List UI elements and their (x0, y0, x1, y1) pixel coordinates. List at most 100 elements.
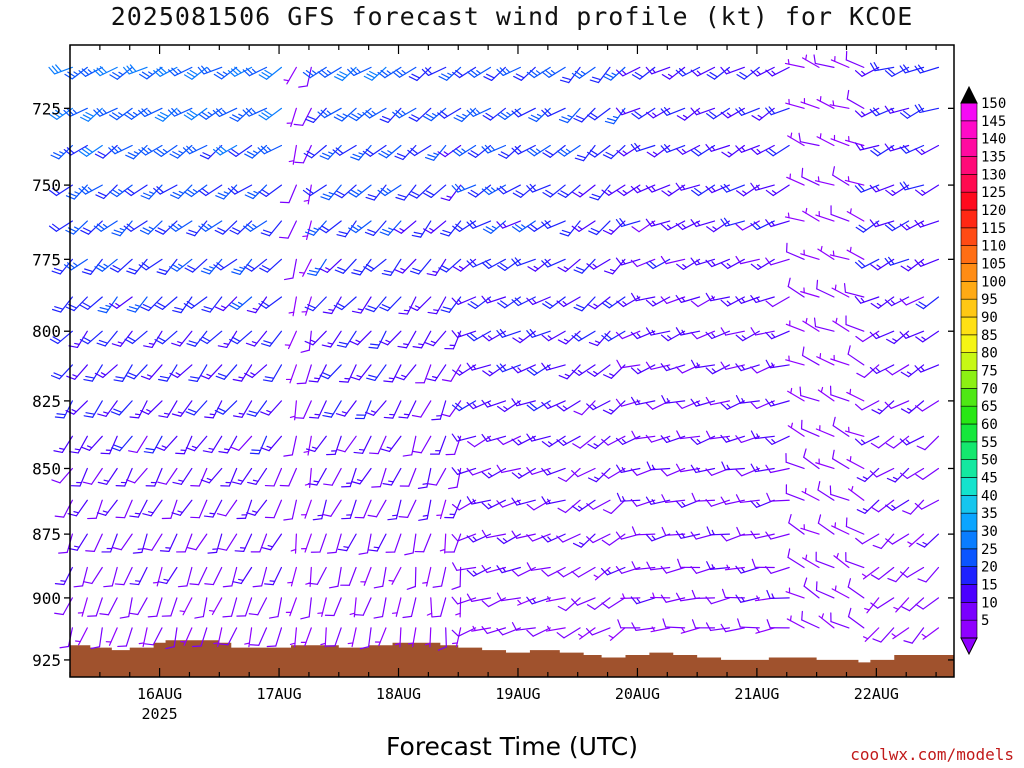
barb-flag (212, 109, 221, 118)
wind-barb (332, 144, 357, 156)
barb-flag (602, 154, 612, 160)
wind-barb (354, 499, 372, 519)
barb-half-flag (790, 387, 793, 394)
barb-flag (58, 551, 68, 554)
wind-barb (801, 346, 820, 366)
wind-barb (113, 364, 133, 382)
wind-barb (349, 597, 357, 618)
barb-flag (214, 229, 224, 235)
barb-shaft (801, 490, 820, 501)
barb-half-flag (757, 114, 763, 119)
wind-barb (660, 435, 686, 444)
wind-barb (229, 296, 253, 311)
barb-flag (184, 267, 194, 273)
wind-barb (855, 220, 880, 233)
barb-half-flag (696, 221, 701, 227)
barb-half-flag (74, 448, 81, 451)
wind-barb (650, 592, 671, 599)
wind-barb (317, 597, 327, 617)
barb-flag (690, 359, 697, 369)
wind-barb (350, 144, 372, 161)
barb-flag (408, 116, 418, 122)
barb-flag (51, 270, 61, 275)
wind-barb (119, 597, 133, 619)
barb-flag (190, 376, 200, 379)
wind-barb (318, 220, 342, 234)
wind-barb (765, 106, 790, 116)
wind-barb (303, 184, 312, 205)
barb-flag (467, 441, 476, 448)
barb-shaft (425, 566, 432, 587)
wind-barb (264, 499, 283, 519)
wind-barb (766, 492, 790, 502)
wind-barb (455, 597, 462, 618)
barb-flag (171, 413, 182, 417)
barb-shaft (166, 566, 178, 585)
barb-half-flag (517, 472, 523, 477)
barb-half-flag (177, 341, 183, 344)
wind-barb (765, 184, 790, 197)
barb-half-flag (394, 642, 401, 646)
barb-flag (232, 114, 241, 120)
wind-barb (214, 296, 238, 312)
barb-shaft (471, 597, 492, 603)
barb-flag (466, 496, 473, 505)
barb-half-flag (310, 339, 317, 343)
wind-barb (349, 330, 372, 346)
wind-barb (326, 435, 342, 456)
wind-barb (915, 296, 940, 310)
barb-shaft (289, 364, 297, 384)
barb-flag (218, 451, 229, 454)
barb-flag (246, 512, 256, 516)
colorbar-label: 120 (981, 203, 1006, 219)
barb-shaft (205, 107, 223, 120)
barb-half-flag (547, 364, 551, 370)
wind-barb (496, 328, 521, 338)
barb-flag (660, 108, 668, 116)
barb-flag (300, 349, 310, 353)
barb-shaft (486, 566, 507, 574)
barb-flag (214, 306, 224, 312)
barb-half-flag (472, 625, 476, 632)
barb-shaft (547, 566, 566, 577)
barb-shaft (740, 435, 760, 443)
wind-barb (125, 144, 148, 160)
barb-shaft (440, 566, 447, 587)
barb-flag (750, 327, 757, 336)
barb-flag (112, 72, 121, 78)
barb-flag (545, 301, 554, 307)
wind-barb (90, 627, 103, 650)
barb-flag (915, 336, 924, 343)
barb-shaft (327, 364, 342, 380)
barb-flag (690, 398, 697, 407)
barb-shaft (622, 66, 641, 77)
barb-shaft (814, 62, 835, 68)
barb-shaft (133, 364, 148, 380)
barb-flag (411, 234, 422, 238)
barb-flag (49, 338, 59, 345)
barb-flag (735, 395, 742, 404)
colorbar-cell (960, 298, 978, 318)
barb-flag (561, 229, 572, 234)
barb-half-flag (860, 297, 865, 303)
barb-half-flag (681, 184, 686, 190)
barb-shaft (402, 144, 417, 161)
barb-half-flag (860, 111, 866, 116)
wind-barb (176, 533, 193, 553)
barb-shaft (119, 435, 133, 452)
barb-flag (694, 148, 703, 155)
barb-flag (451, 185, 459, 193)
wind-barb (815, 210, 835, 222)
barb-flag (194, 615, 204, 619)
barb-shaft (866, 597, 880, 614)
barb-flag (123, 113, 133, 120)
barb-shaft (337, 566, 342, 587)
wind-barb (864, 597, 880, 614)
wind-barb (289, 627, 297, 648)
barb-flag (81, 186, 90, 193)
barb-half-flag (401, 374, 407, 378)
wind-barb (765, 219, 790, 228)
barb-shaft (166, 364, 178, 382)
barb-shaft (502, 435, 521, 446)
barb-flag (171, 342, 181, 347)
